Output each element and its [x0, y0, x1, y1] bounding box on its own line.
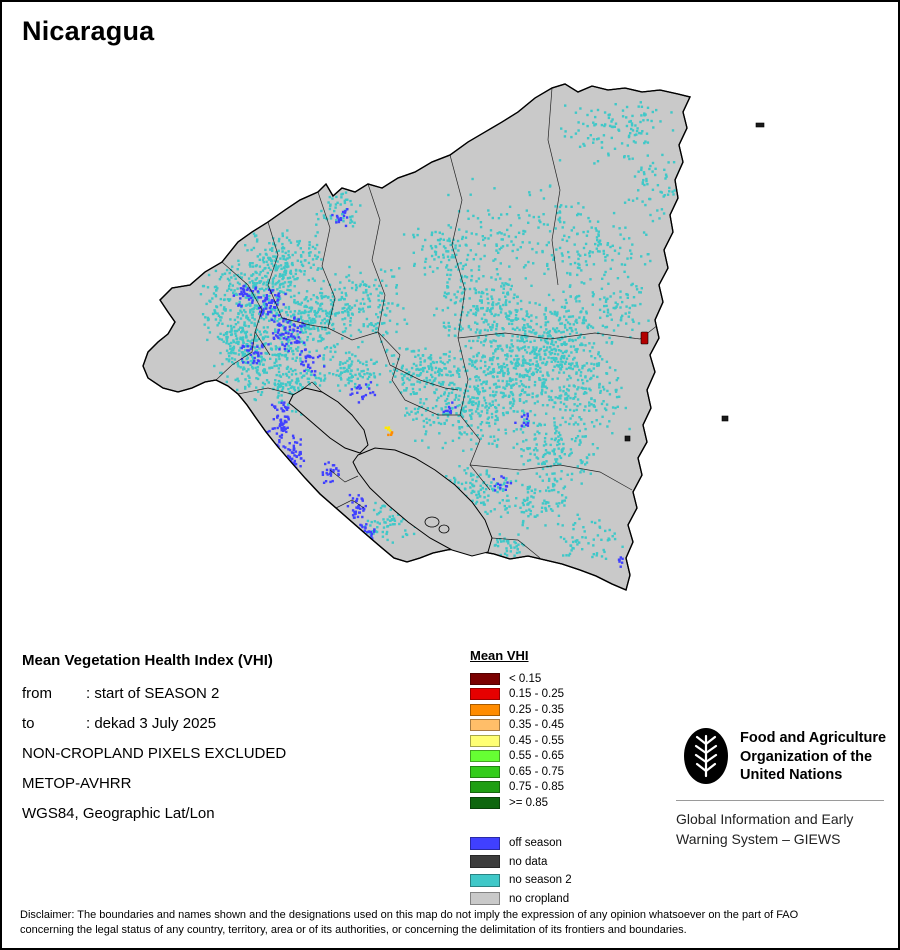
legend-row: < 0.15 — [470, 672, 572, 685]
vhi-pixel-layer — [199, 101, 690, 568]
param-value: : start of SEASON 2 — [86, 685, 220, 702]
legend-extra-list: off season no data no season 2 no cropland — [470, 836, 572, 906]
legend-label: 0.15 - 0.25 — [509, 688, 564, 700]
country-outline — [142, 83, 691, 591]
param-value: : dekad 3 July 2025 — [86, 715, 217, 732]
legend-swatch — [470, 765, 500, 778]
legend-label: 0.55 - 0.65 — [509, 750, 564, 762]
legend-label: 0.45 - 0.55 — [509, 734, 564, 747]
info-row-from: from : start of SEASON 2 — [22, 685, 286, 702]
page-title: Nicaragua — [22, 16, 155, 46]
legend-swatch — [470, 873, 500, 887]
param-label: to — [22, 715, 35, 732]
legend-row: 0.65 - 0.75 — [470, 765, 572, 778]
legend-swatch — [470, 672, 500, 685]
disclaimer-text: Disclaimer: The boundaries and names sho… — [20, 908, 882, 938]
department-boundaries — [215, 87, 659, 559]
param-label: from — [22, 685, 52, 702]
legend-label: >= 0.85 — [509, 796, 549, 809]
fao-divider — [676, 800, 884, 801]
legend-row: no cropland — [470, 892, 572, 906]
legend-label: 0.35 - 0.45 — [509, 719, 564, 731]
legend-row: 0.15 - 0.25 — [470, 688, 572, 701]
legend-row: no data — [470, 855, 572, 869]
legend-swatch — [470, 781, 500, 793]
legend-row: no season 2 — [470, 873, 572, 887]
legend-swatch — [470, 796, 500, 809]
fao-org-line: Food and Agriculture — [740, 730, 887, 746]
offshore-islands — [624, 122, 765, 442]
ometepe-island — [424, 516, 450, 534]
legend-swatch — [470, 836, 500, 850]
legend-class-list: < 0.15 0.15 - 0.25 0.25 - 0.35 0.35 - 0.45 0… — [470, 672, 572, 809]
legend-swatch — [470, 750, 500, 762]
giews-line: Warning System – GIEWS — [676, 830, 841, 847]
map-info-block: Mean Vegetation Health Index (VHI) from:… — [22, 652, 286, 835]
legend-row: 0.45 - 0.55 — [470, 734, 572, 747]
legend-row: 0.25 - 0.35 — [470, 703, 572, 716]
legend-label: 0.65 - 0.75 — [509, 765, 564, 778]
legend-label: no season 2 — [509, 874, 572, 886]
nicaragua-map — [142, 83, 765, 591]
info-line: WGS84, Geographic Lat/Lon — [22, 805, 215, 822]
legend-title: Mean VHI — [470, 648, 529, 663]
legend-swatch — [470, 855, 500, 868]
disclaimer-line: Disclaimer: The boundaries and names sho… — [20, 909, 799, 921]
giews-label: Global Information and Early Warning Sys… — [676, 810, 853, 849]
fao-logo-icon — [682, 726, 730, 791]
info-line: METOP-AVHRR — [22, 775, 132, 792]
legend-swatch — [470, 703, 500, 716]
legend: Mean VHI < 0.15 0.15 - 0.25 0.25 - 0.35 0.3… — [470, 648, 572, 910]
legend-row: 0.75 - 0.85 — [470, 781, 572, 794]
legend-row: 0.35 - 0.45 — [470, 719, 572, 732]
legend-row: 0.55 - 0.65 — [470, 750, 572, 763]
info-row-to: to : dekad 3 July 2025 — [22, 715, 286, 732]
info-line: NON-CROPLAND PIXELS EXCLUDED — [22, 745, 287, 762]
legend-label: < 0.15 — [509, 672, 542, 685]
legend-label: no cropland — [509, 892, 570, 905]
fao-org-line: United Nations — [740, 767, 843, 783]
legend-label: no data — [509, 855, 548, 868]
disclaimer-line: concerning the legal status of any count… — [20, 924, 687, 936]
lake-nicaragua — [352, 447, 493, 557]
legend-label: 0.25 - 0.35 — [509, 703, 564, 716]
info-heading: Mean Vegetation Health Index (VHI) — [22, 652, 273, 669]
legend-swatch — [470, 734, 500, 747]
fao-org-name: Food and Agriculture Organization of the… — [740, 729, 886, 785]
legend-row: >= 0.85 — [470, 796, 572, 809]
fao-org-line: Organization of the — [740, 748, 873, 765]
lake-managua — [288, 387, 369, 454]
legend-row: off season — [470, 836, 572, 850]
legend-swatch — [470, 719, 500, 731]
legend-label: off season — [509, 837, 562, 849]
giews-line: Global Information and Early — [676, 811, 854, 827]
legend-swatch — [470, 892, 500, 905]
legend-label: 0.75 - 0.85 — [509, 781, 564, 793]
legend-swatch — [470, 688, 500, 700]
